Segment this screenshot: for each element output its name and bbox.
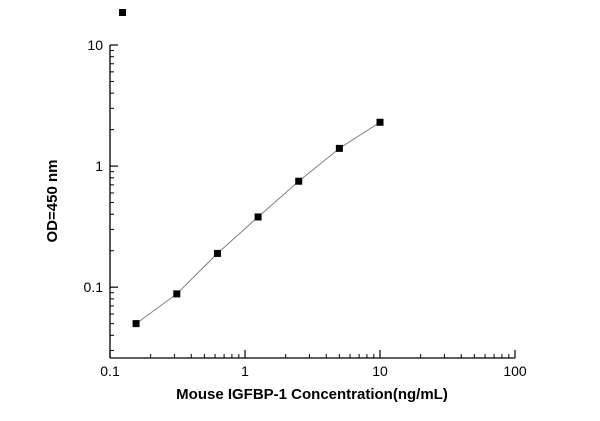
data-point-marker — [295, 177, 303, 185]
x-tick-label: 10 — [372, 363, 388, 379]
data-point-marker — [254, 213, 262, 221]
legend-symbol — [119, 9, 126, 16]
y-tick-label: 1 — [95, 158, 103, 174]
x-tick-label: 0.1 — [100, 363, 120, 379]
x-tick-label: 100 — [503, 363, 527, 379]
y-tick-label: 0.1 — [84, 279, 104, 295]
x-tick-label: 1 — [241, 363, 249, 379]
data-point-marker — [376, 118, 384, 126]
data-point-marker — [173, 290, 181, 298]
data-series — [132, 118, 384, 328]
data-point-marker — [335, 144, 343, 152]
data-point-marker — [213, 249, 221, 257]
data-point-marker — [132, 320, 140, 328]
y-axis-title: OD=450 nm — [44, 160, 61, 243]
y-tick-label: 10 — [87, 37, 103, 53]
axes: 0.1 1 10 100 0.1 1 10 — [84, 37, 527, 379]
x-axis-title: Mouse IGFBP-1 Concentration(ng/mL) — [176, 386, 448, 403]
series-line — [135, 121, 381, 325]
